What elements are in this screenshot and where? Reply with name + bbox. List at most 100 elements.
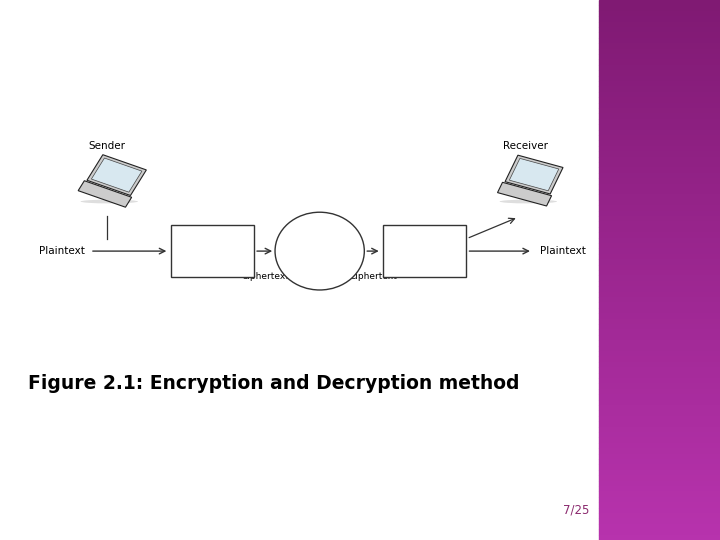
Bar: [599, 248, 720, 254]
Polygon shape: [509, 158, 559, 191]
Bar: [599, 189, 720, 194]
Bar: [599, 459, 720, 464]
Text: Decryption: Decryption: [396, 246, 454, 256]
Bar: [599, 124, 720, 130]
Bar: [599, 216, 720, 221]
Bar: [599, 448, 720, 454]
Bar: [599, 367, 720, 373]
Bar: [599, 16, 720, 22]
Bar: [599, 270, 720, 275]
Polygon shape: [505, 155, 563, 194]
Bar: [599, 76, 720, 81]
Bar: [599, 108, 720, 113]
Bar: [599, 378, 720, 383]
Bar: [599, 32, 720, 38]
Bar: [599, 340, 720, 346]
Bar: [599, 43, 720, 49]
Bar: [599, 470, 720, 475]
Bar: [599, 535, 720, 540]
Bar: [599, 432, 720, 437]
Bar: [599, 243, 720, 248]
Bar: [599, 205, 720, 211]
Bar: [599, 513, 720, 518]
Bar: [599, 265, 720, 270]
Bar: [599, 329, 720, 335]
Bar: [599, 103, 720, 108]
Bar: [599, 356, 720, 362]
Bar: [599, 70, 720, 76]
Bar: [599, 140, 720, 146]
Bar: [599, 11, 720, 16]
Text: Encryption: Encryption: [184, 246, 240, 256]
Bar: [599, 281, 720, 286]
Bar: [599, 194, 720, 200]
Bar: [599, 443, 720, 448]
Bar: [599, 410, 720, 416]
Text: Plaintext: Plaintext: [39, 246, 85, 256]
Bar: [599, 232, 720, 238]
Bar: [599, 297, 720, 302]
Bar: [599, 54, 720, 59]
Bar: [599, 38, 720, 43]
Bar: [599, 259, 720, 265]
Bar: [599, 146, 720, 151]
Bar: [599, 238, 720, 243]
Bar: [599, 416, 720, 421]
Bar: [599, 27, 720, 32]
Bar: [599, 475, 720, 481]
Bar: [599, 92, 720, 97]
FancyBboxPatch shape: [383, 226, 467, 276]
Bar: [599, 0, 720, 5]
Bar: [599, 518, 720, 524]
Text: Figure 2.1: Encryption and Decryption method: Figure 2.1: Encryption and Decryption me…: [28, 374, 519, 393]
Bar: [599, 97, 720, 103]
Bar: [599, 351, 720, 356]
Bar: [599, 400, 720, 405]
Bar: [599, 529, 720, 535]
Bar: [599, 65, 720, 70]
Bar: [599, 335, 720, 340]
Bar: [599, 502, 720, 508]
Text: Receiver: Receiver: [503, 141, 548, 151]
Bar: [599, 151, 720, 157]
Bar: [599, 254, 720, 259]
Bar: [599, 486, 720, 491]
Text: 7/25: 7/25: [563, 504, 589, 517]
Bar: [599, 524, 720, 529]
Polygon shape: [78, 181, 132, 207]
Bar: [599, 221, 720, 227]
Ellipse shape: [275, 212, 364, 290]
Text: Ciphertext: Ciphertext: [241, 272, 289, 281]
Bar: [599, 130, 720, 135]
Bar: [599, 22, 720, 27]
Bar: [599, 508, 720, 513]
Polygon shape: [498, 183, 552, 206]
Bar: [599, 421, 720, 427]
Bar: [599, 227, 720, 232]
FancyBboxPatch shape: [171, 226, 253, 276]
Bar: [599, 491, 720, 497]
Text: Ciphertext: Ciphertext: [349, 272, 397, 281]
Ellipse shape: [81, 200, 138, 204]
Bar: [599, 167, 720, 173]
Bar: [599, 86, 720, 92]
Bar: [599, 497, 720, 502]
Bar: [599, 292, 720, 297]
Bar: [599, 157, 720, 162]
Bar: [599, 313, 720, 319]
Bar: [599, 373, 720, 378]
Ellipse shape: [500, 200, 557, 204]
Bar: [599, 454, 720, 459]
Bar: [599, 405, 720, 410]
Bar: [599, 437, 720, 443]
Bar: [599, 275, 720, 281]
Bar: [599, 173, 720, 178]
Bar: [599, 286, 720, 292]
Bar: [599, 135, 720, 140]
Bar: [599, 5, 720, 11]
Bar: [599, 464, 720, 470]
Bar: [599, 200, 720, 205]
Bar: [599, 113, 720, 119]
Bar: [599, 394, 720, 400]
Bar: [599, 346, 720, 351]
